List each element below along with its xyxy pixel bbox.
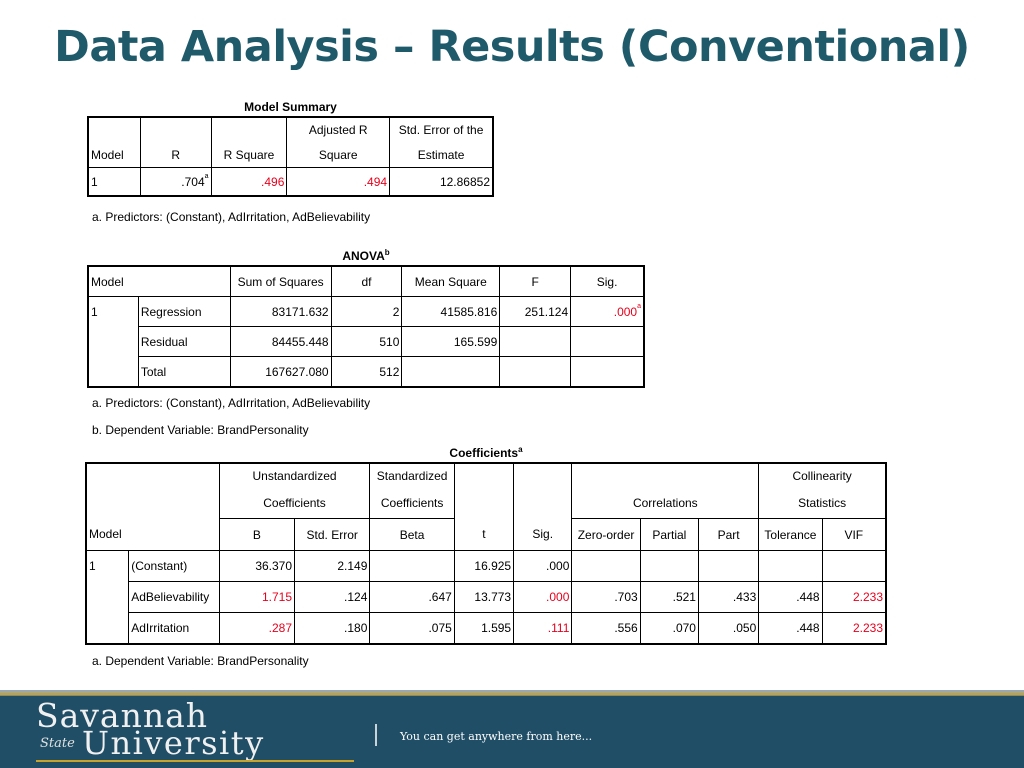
coef-h-std2: Coefficients [369,488,455,519]
footer-stripe [0,690,1024,693]
anova-note-a: a. Predictors: (Constant), AdIrritation,… [92,396,371,410]
logo-state: State [40,736,75,751]
anova-h-ss: Sum of Squares [229,266,332,297]
ms-model: 1 [88,167,141,196]
coefficients-caption: Coefficientsa [449,445,523,460]
footer-stripe-thin [0,695,1024,696]
anova-h-model: Model [88,266,231,297]
table-row: AdBelievability 1.715 .124 .647 13.773 .… [85,581,887,613]
coef-h-unstd1: Unstandardized [218,463,371,489]
coef-h-unstd2: Coefficients [218,488,371,519]
coef-h-tol: Tolerance [758,518,823,551]
coef-h-std1: Standardized [369,463,455,489]
coef-h-t: t [453,518,515,551]
table-row: 1 .704a .496 .494 12.86852 [88,167,493,196]
ms-h-adj1: Adjusted R [286,117,391,143]
slide-title: Data Analysis – Results (Conventional) [54,22,970,72]
coef-h-zero: Zero-order [571,518,641,551]
ms-h-adj2: Square [286,142,391,168]
ms-se: 12.86852 [389,167,493,196]
table-row: 1 Regression 83171.632 2 41585.816 251.1… [88,296,644,327]
table-row: 1 (Constant) 36.370 2.149 16.925 .000 [85,550,887,582]
coef-h-vif: VIF [821,518,887,551]
anova-h-ms: Mean Square [401,266,501,297]
coef-h-b: B [218,518,296,551]
footer-banner: Savannah State University You can get an… [0,690,1024,768]
ms-note-a: a. Predictors: (Constant), AdIrritation,… [92,210,371,224]
coef-note-a: a. Dependent Variable: BrandPersonality [92,654,309,668]
anova-sig: .000a [570,296,644,327]
coef-h-coll2: Statistics [758,488,886,519]
ms-h-se1: Std. Error of the [389,117,493,143]
table-row: AdIrritation .287 .180 .075 1.595 .111 .… [85,612,887,644]
table-row: Total 167627.080 512 [88,356,644,387]
ms-h-r: R [139,142,212,168]
footer-tagline: You can get anywhere from here... [400,730,593,743]
model-summary-table: Adjusted R Std. Error of the Model R R S… [87,116,494,197]
coef-h-beta: Beta [369,518,455,551]
logo-savannah: Savannah [36,696,209,735]
ms-h-model: Model [88,142,141,168]
coefficients-table: Unstandardized Standardized Collinearity… [85,462,887,645]
coef-h-partial: Partial [639,518,699,551]
anova-table: Model Sum of Squares df Mean Square F Si… [87,265,645,388]
coef-h-corr: Correlations [571,488,760,519]
model-summary-caption: Model Summary [244,100,337,114]
logo-underline [36,760,354,762]
anova-h-f: F [499,266,572,297]
coef-h-se: Std. Error [294,518,371,551]
coef-h-model: Model [86,518,220,551]
anova-h-sig: Sig. [570,266,644,297]
ms-r: .704a [139,167,212,196]
ms-h-rsq: R Square [210,142,288,168]
ms-adjrsq: .494 [286,167,391,196]
ms-rsq: .496 [210,167,288,196]
anova-caption: ANOVAb [342,248,390,263]
table-row: Residual 84455.448 510 165.599 [88,326,644,357]
ms-h-blank [88,117,141,143]
coef-h-part: Part [697,518,760,551]
ms-h-se2: Estimate [389,142,493,168]
anova-h-df: df [330,266,403,297]
logo-university: University [82,724,265,762]
footer-divider [375,724,377,746]
coef-h-sig: Sig. [513,518,573,551]
footer-stripe-gold [0,693,1024,695]
anova-note-b: b. Dependent Variable: BrandPersonality [92,423,309,437]
coef-h-coll1: Collinearity [758,463,886,489]
